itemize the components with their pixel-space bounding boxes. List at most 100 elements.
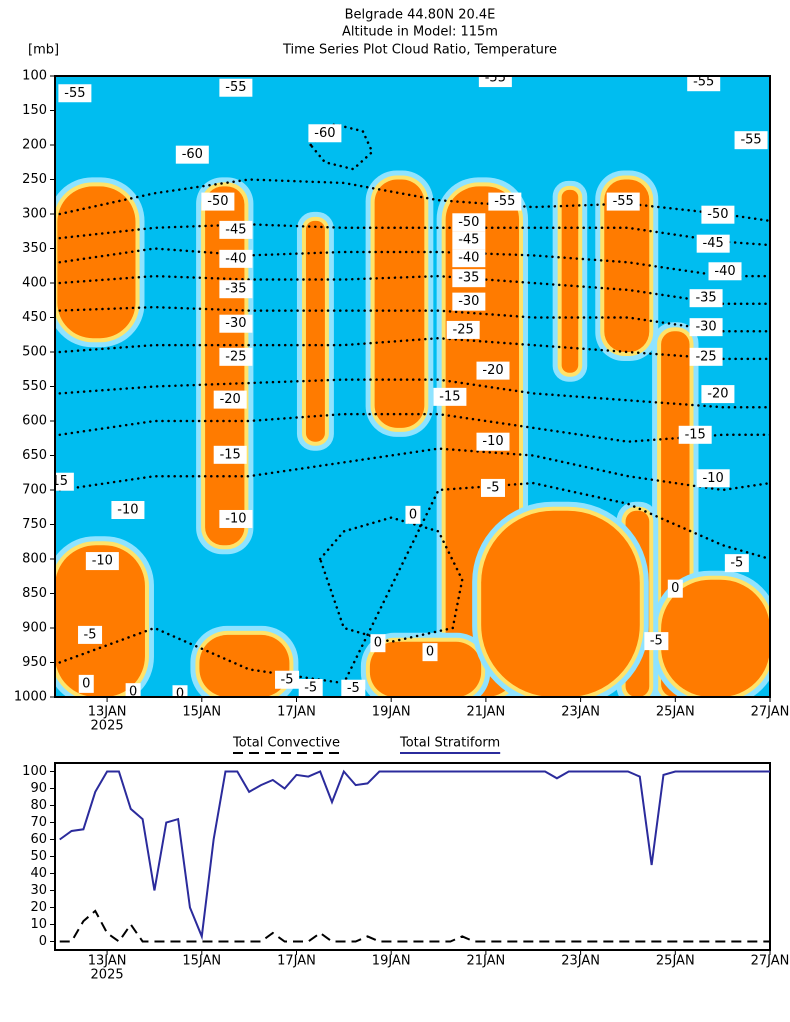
contour-label: -50	[707, 207, 728, 222]
x-tick-label: 17JAN	[277, 705, 316, 720]
series-line	[59, 909, 770, 943]
y-tick-label: 250	[22, 172, 47, 187]
contour-label-bg	[219, 249, 253, 268]
contour-label-bg	[201, 192, 235, 211]
cloud-region	[57, 186, 136, 339]
title: Belgrade 44.80N 20.4E	[345, 8, 496, 23]
contour-label: -60	[182, 147, 203, 162]
contour-label: -55	[693, 75, 714, 90]
contour-label-bg	[476, 432, 510, 451]
y-tick-label: 400	[22, 276, 47, 291]
y-axis-label: [mb]	[28, 43, 59, 58]
temperature-contour	[58, 336, 770, 361]
year-label: 2025	[91, 719, 124, 734]
contour-label: -5	[730, 556, 743, 571]
subtitle: Altitude in Model: 115m	[342, 25, 498, 40]
contour-label: 0	[409, 507, 417, 522]
contour-label: -55	[485, 71, 506, 86]
y-tick-label: 550	[22, 379, 47, 394]
contour-label-bg	[58, 84, 92, 103]
contour-label-bg	[308, 124, 342, 143]
contour-label-bg	[219, 78, 253, 97]
contour-label: -15	[47, 474, 68, 489]
contour-label: -5	[347, 681, 360, 696]
contour-label-bg	[422, 643, 438, 662]
contour-label: -30	[225, 316, 246, 331]
contour-label: -45	[225, 222, 246, 237]
temperature-contour	[318, 516, 464, 644]
temperature-contour	[58, 178, 770, 223]
contour-label: -25	[453, 322, 474, 337]
contour-label-bg	[476, 361, 510, 380]
contour-label: 0	[374, 636, 382, 651]
contour-label-bg	[275, 670, 300, 689]
contour-label-bg	[696, 234, 730, 253]
plot-frame	[54, 762, 771, 951]
contour-label: -40	[458, 251, 479, 266]
y-tick-label: 100	[22, 69, 47, 84]
contour-label-bg	[734, 131, 768, 150]
contour-label: -15	[439, 389, 460, 404]
contour-label-bg	[78, 625, 103, 644]
contour-label: -45	[458, 233, 479, 248]
contour-label-bg	[78, 674, 94, 693]
contour-label: -55	[613, 194, 634, 209]
cloud-region	[199, 634, 290, 697]
y-tick-label: 750	[22, 517, 47, 532]
temperature-contour	[58, 378, 770, 409]
y-tick-label: 200	[22, 138, 47, 153]
cloud-region	[55, 545, 145, 697]
contour-label-bg	[452, 249, 486, 268]
contour-label: -15	[220, 447, 241, 462]
cloud-region	[369, 641, 482, 697]
contour-label: -20	[707, 387, 728, 402]
contour-label-bg	[678, 425, 712, 444]
temperature-contour	[58, 247, 770, 278]
y-tick-label: 10	[30, 917, 47, 932]
contour-label: -10	[482, 434, 503, 449]
temperature-contour	[58, 481, 770, 685]
contour-label-bg	[488, 192, 522, 211]
contour-label-bg	[213, 445, 247, 464]
contour-label: -55	[64, 86, 85, 101]
contour-label-bg	[219, 314, 253, 333]
y-tick-label: 0	[39, 934, 47, 949]
contour-label-bg	[219, 509, 253, 528]
subtitle: Time Series Plot Cloud Ratio, Temperatur…	[282, 43, 557, 58]
contour-label-bg	[111, 501, 145, 520]
contour-label: -35	[225, 282, 246, 297]
x-tick-label: 21JAN	[467, 954, 506, 969]
contour-label: -55	[225, 80, 246, 95]
contour-label: -10	[703, 471, 724, 486]
contour-label: -35	[458, 271, 479, 286]
contour-label: -5	[650, 634, 663, 649]
contour-label-bg	[341, 679, 366, 697]
plot-area: -55 -55-55 -55-55-60-60-50-45-40-35-30-25-…	[47, 71, 770, 697]
y-tick-label: 70	[30, 815, 47, 830]
y-tick-label: 600	[22, 414, 47, 429]
y-tick-label: 150	[22, 103, 47, 118]
contour-label: -5	[304, 681, 317, 696]
series-line	[59, 769, 770, 941]
year-label: 2025	[91, 968, 124, 983]
x-tick-label: 21JAN	[467, 705, 506, 720]
y-tick-label: 950	[22, 655, 47, 670]
y-tick-label: 350	[22, 241, 47, 256]
contour-label: -40	[225, 251, 246, 266]
y-tick-label: 700	[22, 483, 47, 498]
contour-label: -50	[458, 215, 479, 230]
temperature-contour	[58, 223, 770, 247]
contour-label-bg	[480, 478, 505, 497]
contour-label-bg	[405, 505, 421, 524]
x-tick-label: 15JAN	[182, 705, 221, 720]
y-tick-label: 800	[22, 552, 47, 567]
contour-label-bg	[172, 685, 188, 697]
contour-label: 0	[82, 676, 90, 691]
contour-label-bg	[298, 679, 323, 697]
contour-label: -55	[740, 133, 761, 148]
cloud-region	[305, 220, 325, 442]
contour-label-bg	[452, 213, 486, 232]
contour-label-bg	[219, 347, 253, 366]
contour-label: -10	[225, 511, 246, 526]
